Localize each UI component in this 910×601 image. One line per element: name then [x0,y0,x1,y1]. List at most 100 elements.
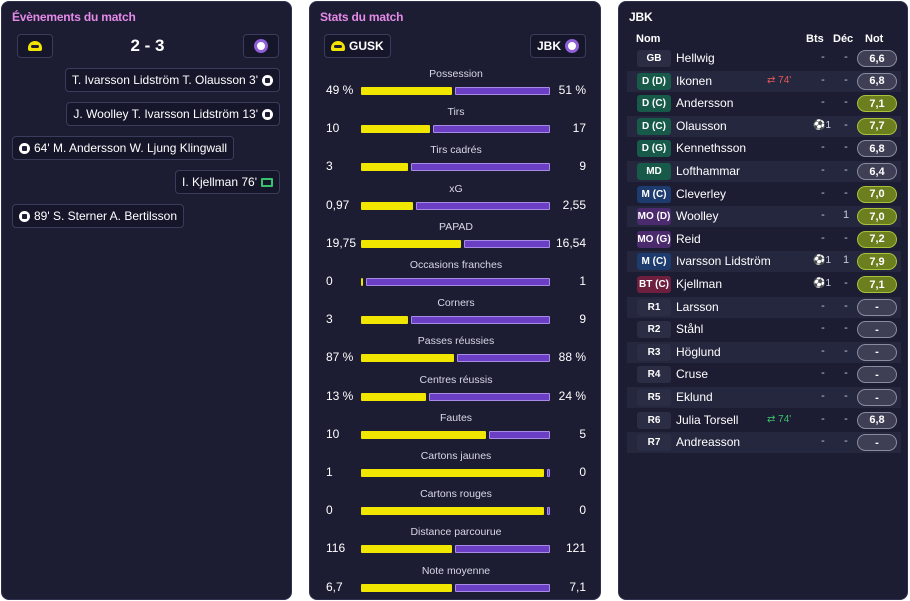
player-name[interactable]: Eklund [676,390,713,404]
stat-label: Tirs cadrés [430,144,482,157]
player-row[interactable]: M (C) Cleverley - -7,0 [627,184,901,205]
player-name[interactable]: Hellwig [676,51,715,65]
player-row[interactable]: R7 Andreasson - - - [627,432,901,454]
match-event[interactable]: J. Woolley T. Ivarsson Lidström 13' [66,102,280,126]
player-rating: - [857,298,897,316]
player-row[interactable]: GB Hellwig - -6,6 [627,48,901,69]
player-rating: 7,1 [857,276,897,293]
match-event[interactable]: 89' S. Sterner A. Bertilsson [12,204,185,228]
player-name[interactable]: Ståhl [676,322,704,337]
player-row[interactable]: MD Lofthammar - -6,4 [627,161,901,182]
player-goals: - [821,299,825,312]
stats-panel: Stats du match GUSK JBK Possession 49 % 51… [309,1,601,600]
match-event[interactable]: I. Kjellman 76' [175,170,280,194]
match-score: 2 - 3 [130,36,165,55]
player-name[interactable]: Woolley [676,209,719,224]
match-event[interactable]: 64' M. Andersson W. Ljung Klingwall [12,136,235,160]
stat-label: Fautes [439,411,473,424]
stat-away-value: 1 [579,274,586,288]
away-team-badge[interactable]: JBK [529,34,586,58]
player-name[interactable]: Höglund [676,344,721,359]
stat-row: xG 0,97 2,55 [310,183,602,221]
player-name[interactable]: Ikonen [676,73,713,88]
player-name[interactable]: Andersson [676,96,734,111]
player-row[interactable]: MO (G) Reid - -7,2 [627,229,901,250]
stat-away-value: 88 % [558,350,586,365]
player-row[interactable]: D (G) Kennethsson - -6,8 [627,138,901,159]
header-goals[interactable]: Bts [806,33,824,45]
player-row[interactable]: R5 Eklund - - - [627,387,901,408]
player-row[interactable]: R6 Julia Torsell ⇄ 74' - -6,8 [627,410,901,431]
player-goals: - [821,435,825,448]
player-row[interactable]: R4 Cruse - - - [627,364,901,385]
player-assists: - [844,96,848,109]
player-name[interactable]: Julia Torsell [676,412,739,427]
player-position: D (C) [637,95,671,113]
player-name[interactable]: Cruse [676,367,709,382]
player-rating: 6,6 [857,50,897,67]
header-name[interactable]: Nom [636,33,661,45]
player-rating: 7,9 [857,253,897,271]
player-goals: - [821,164,825,176]
stat-away-value: 0 [579,503,586,518]
player-row[interactable]: BT (C)Kjellman⚽11-7,1 [627,274,901,295]
stat-away-value: 121 [565,541,586,556]
player-name[interactable]: Ivarsson Lidström [676,254,771,269]
stat-away-value: 0 [579,465,586,479]
events-title: Évènements du match [12,10,136,24]
away-bar [366,278,550,286]
away-bar [464,239,550,248]
goal-icon: ⚽1 [813,119,832,131]
home-team-badge[interactable]: GUSK [324,34,391,58]
player-position: MO (D) [637,208,671,226]
player-row[interactable]: D (D) Ikonen ⇄ 74' - -6,8 [627,70,901,92]
player-rating: 7,0 [857,208,897,226]
stat-away-value: 9 [579,159,586,174]
player-goals: - [821,209,825,222]
home-bar [361,316,408,325]
event-text: 64' M. Andersson W. Ljung Klingwall [34,141,228,155]
player-name[interactable]: Larsson [676,299,719,314]
player-name[interactable]: Cleverley [676,186,727,201]
header-rating[interactable]: Not [865,33,884,45]
player-name[interactable]: Andreasson [676,435,741,450]
stat-label: Tirs [447,106,465,119]
stat-row: Centres réussis 13 % 24 % [310,374,602,412]
stat-row: Possession 49 % 51 % [310,68,602,106]
player-row[interactable]: R2 Ståhl - - - [627,319,901,340]
player-name[interactable]: Lofthammar [676,164,741,178]
stat-label: Cartons rouges [420,488,492,501]
away-bar [547,469,550,477]
player-row[interactable]: R3 Höglund - - - [627,341,901,363]
stat-label: xG [449,182,463,195]
home-bar [361,163,408,172]
player-row[interactable]: D (C)Olausson⚽11-7,7 [627,115,901,137]
match-event[interactable]: T. Ivarsson Lidström T. Olausson 3' [64,68,280,92]
player-row[interactable]: M (C)Ivarsson Lidström⚽1117,9 [627,251,901,273]
stat-home-value: 3 [326,159,333,174]
stat-label: Centres réussis [419,373,493,386]
away-bar [411,316,550,325]
home-bar [361,239,461,248]
player-row[interactable]: D (C) Andersson - -7,1 [627,93,901,114]
stat-bar [361,316,550,325]
player-name[interactable]: Reid [676,231,701,246]
player-row[interactable]: R1 Larsson - - - [627,296,901,318]
player-goals: - [821,51,825,63]
player-goals: - [821,231,825,244]
player-rating: - [857,343,897,361]
player-assists: 1 [842,209,850,222]
stat-row: Occasions franches 0 1 [310,259,602,297]
home-bar [361,354,454,363]
player-position: R1 [637,298,671,316]
player-name[interactable]: Kjellman [676,277,723,291]
header-assists[interactable]: Déc [833,33,854,45]
stat-bar [361,239,550,248]
stat-away-value: 7,1 [569,579,586,594]
stat-home-value: 6,7 [326,579,343,594]
player-name[interactable]: Olausson [676,118,727,133]
stat-row: Fautes 10 5 [310,412,602,450]
ball-icon [19,210,30,222]
player-name[interactable]: Kennethsson [676,141,747,156]
player-row[interactable]: MO (D) Woolley - 1 7,0 [627,206,901,228]
